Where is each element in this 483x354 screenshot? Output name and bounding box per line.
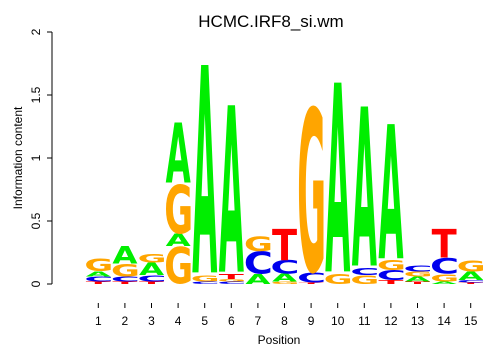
logo-letter-A: A xyxy=(245,271,271,287)
x-tick-label: 12 xyxy=(384,314,398,328)
x-tick-label: 9 xyxy=(308,314,315,328)
logo-letter-C: C xyxy=(84,275,113,283)
x-tick-label: 14 xyxy=(437,314,451,328)
logo-letter-C: C xyxy=(111,275,140,283)
x-tick-label: 1 xyxy=(95,314,102,328)
logo-letter-A: A xyxy=(432,281,457,285)
logo-letter-A: A xyxy=(86,270,112,278)
logo-letter-G: G xyxy=(111,261,140,280)
logo-letter-T: T xyxy=(272,222,297,271)
logo-letter-C: C xyxy=(350,266,379,278)
y-tick-label: 0 xyxy=(29,280,43,287)
logo-letter-G: G xyxy=(350,274,379,287)
chart-title: HCMC.IRF8_si.wm xyxy=(198,12,343,31)
logo-letter-A: A xyxy=(112,242,137,270)
logo-letter-G: G xyxy=(138,252,167,265)
logo-letter-C: C xyxy=(377,268,406,283)
logo-letter-C: C xyxy=(137,274,166,284)
logo-letter-A: A xyxy=(166,106,191,202)
logo-letter-A: A xyxy=(139,260,164,280)
x-tick-label: 2 xyxy=(122,314,129,328)
logo-letter-C: C xyxy=(297,271,326,286)
y-tick-label: 0.5 xyxy=(29,212,43,229)
logo-letter-A: A xyxy=(458,269,483,283)
logo-letter-C: C xyxy=(217,281,246,285)
logo-letter-G: G xyxy=(457,258,483,275)
logo-letter-A: A xyxy=(325,33,350,333)
logo-letter-T: T xyxy=(378,280,403,286)
logo-letter-T: T xyxy=(458,282,483,284)
x-tick-label: 5 xyxy=(201,314,208,328)
logo-letter-G: G xyxy=(217,278,246,282)
logo-letter-G: G xyxy=(164,238,193,296)
logo-letter-G: G xyxy=(377,258,406,273)
x-tick-label: 3 xyxy=(148,314,155,328)
x-tick-label: 13 xyxy=(411,314,425,328)
logo-letter-G: G xyxy=(404,270,433,278)
logo-letter-T: T xyxy=(139,281,164,285)
x-tick-label: 10 xyxy=(331,314,345,328)
logo-letter-C: C xyxy=(270,257,299,278)
x-tick-label: 6 xyxy=(228,314,235,328)
logo-letter-G: G xyxy=(191,274,220,284)
logo-letter-A: A xyxy=(166,231,191,251)
logo-letter-A: A xyxy=(352,63,377,318)
logo-letter-G: G xyxy=(84,256,113,275)
y-axis-label: Information content xyxy=(11,106,25,209)
logo-letter-C: C xyxy=(457,280,483,284)
logo-letter-G: G xyxy=(430,273,459,285)
x-tick-label: 15 xyxy=(464,314,478,328)
logo-letter-G: G xyxy=(324,272,353,287)
x-tick-label: 8 xyxy=(281,314,288,328)
axes: 00.511.521 2 3 4 5 6 7 8 9 10 11 12 13 14 15 xyxy=(29,28,478,328)
logo-letter-G: G xyxy=(297,64,326,324)
logo-letter-T: T xyxy=(86,281,111,285)
logo-letter-G: G xyxy=(244,232,273,256)
logo-letter-A: A xyxy=(192,8,217,340)
logo-letter-G: G xyxy=(271,281,300,285)
y-tick-label: 1 xyxy=(29,154,43,161)
logo-letter-C: C xyxy=(430,253,459,279)
logo-letter-G: G xyxy=(164,172,193,249)
logo-letter-T: T xyxy=(405,281,430,285)
logo-letter-T: T xyxy=(112,281,137,285)
y-tick-label: 1.5 xyxy=(29,86,43,103)
x-tick-label: 11 xyxy=(358,314,371,328)
x-tick-label: 7 xyxy=(255,314,262,328)
logo-letter-T: T xyxy=(219,273,244,281)
x-axis-label: Position xyxy=(258,333,301,347)
logo-letter-C: C xyxy=(244,246,273,281)
logo-letter-T: T xyxy=(299,282,324,284)
logo-letter-C: C xyxy=(191,281,220,285)
x-tick-label: 4 xyxy=(175,314,182,328)
logo-letter-A: A xyxy=(378,88,403,302)
y-tick-label: 2 xyxy=(29,28,43,35)
logo-letter-A: A xyxy=(219,62,244,327)
logo-letter-A: A xyxy=(405,275,431,283)
logo-letter-T: T xyxy=(432,221,457,266)
logo-letter-C: C xyxy=(403,264,432,274)
logo-letter-A: A xyxy=(272,272,298,284)
